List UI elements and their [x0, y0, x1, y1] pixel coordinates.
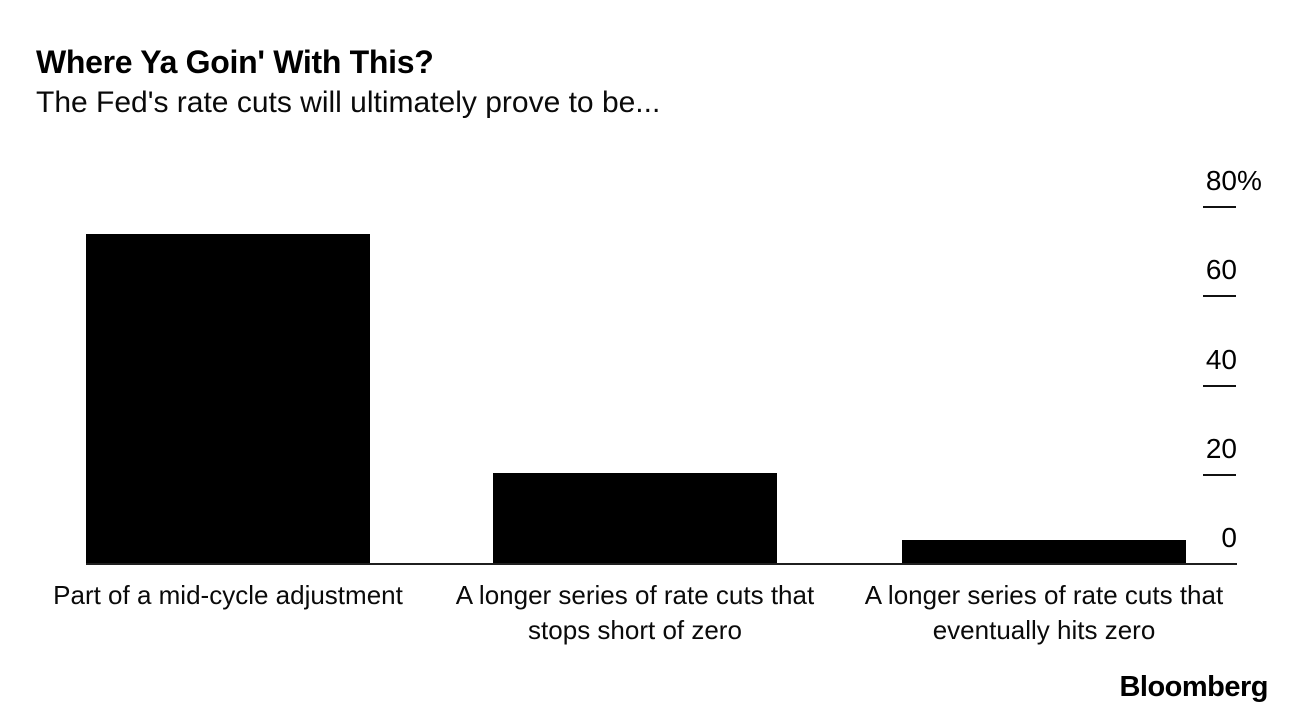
- bar-2: [493, 473, 777, 564]
- y-tick-dash-40: [1203, 385, 1236, 387]
- y-tick-label-20: 20: [1205, 433, 1237, 464]
- y-axis-unit: %: [1237, 165, 1262, 196]
- x-axis-line: [86, 563, 1237, 565]
- y-tick-dash-80: [1203, 206, 1236, 208]
- y-tick-label-40: 40: [1205, 344, 1237, 375]
- chart-subtitle: The Fed's rate cuts will ultimately prov…: [36, 86, 661, 119]
- y-tick-label-60: 60: [1205, 254, 1237, 285]
- bloomberg-logo: Bloomberg: [1119, 671, 1268, 703]
- chart-title: Where Ya Goin' With This?: [36, 44, 434, 80]
- y-tick-label-80%: 80%: [1205, 165, 1262, 196]
- bar-3: [902, 540, 1186, 564]
- x-category-label-3: A longer series of rate cuts that eventu…: [864, 580, 1224, 645]
- x-category-label-2: A longer series of rate cuts that stops …: [455, 580, 815, 645]
- y-tick-label-0: 0: [1221, 522, 1237, 553]
- bar-1: [86, 234, 370, 564]
- y-tick-dash-60: [1203, 295, 1236, 297]
- x-category-label-1: Part of a mid-cycle adjustment: [53, 580, 403, 610]
- y-tick-dash-20: [1203, 474, 1236, 476]
